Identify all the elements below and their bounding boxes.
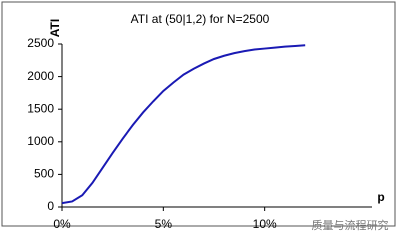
y-tick-label: 0 (47, 199, 54, 213)
y-tick-label: 1000 (27, 134, 54, 148)
data-line (61, 44, 306, 205)
x-tick-label: 0% (53, 217, 71, 231)
x-tick-label: 5% (155, 217, 173, 231)
y-axis-label: ATI (48, 19, 62, 37)
chart-frame (1, 1, 396, 227)
chart-title: ATI at (50|1,2) for N=2500 (131, 12, 270, 26)
y-tick-label: 1500 (27, 101, 54, 115)
y-tick-label: 2500 (27, 36, 54, 50)
y-tick-label: 2000 (27, 69, 54, 83)
watermark: 质量与流程研究 (312, 218, 389, 232)
x-axis-label: p (377, 190, 384, 204)
x-tick-label: 10% (253, 217, 277, 231)
y-tick-label: 500 (34, 167, 54, 181)
